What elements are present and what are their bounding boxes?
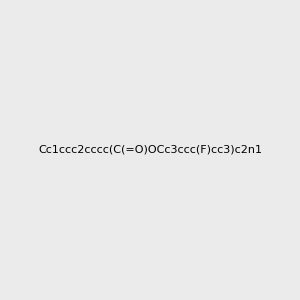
Text: Cc1ccc2cccc(C(=O)OCc3ccc(F)cc3)c2n1: Cc1ccc2cccc(C(=O)OCc3ccc(F)cc3)c2n1: [38, 145, 262, 155]
